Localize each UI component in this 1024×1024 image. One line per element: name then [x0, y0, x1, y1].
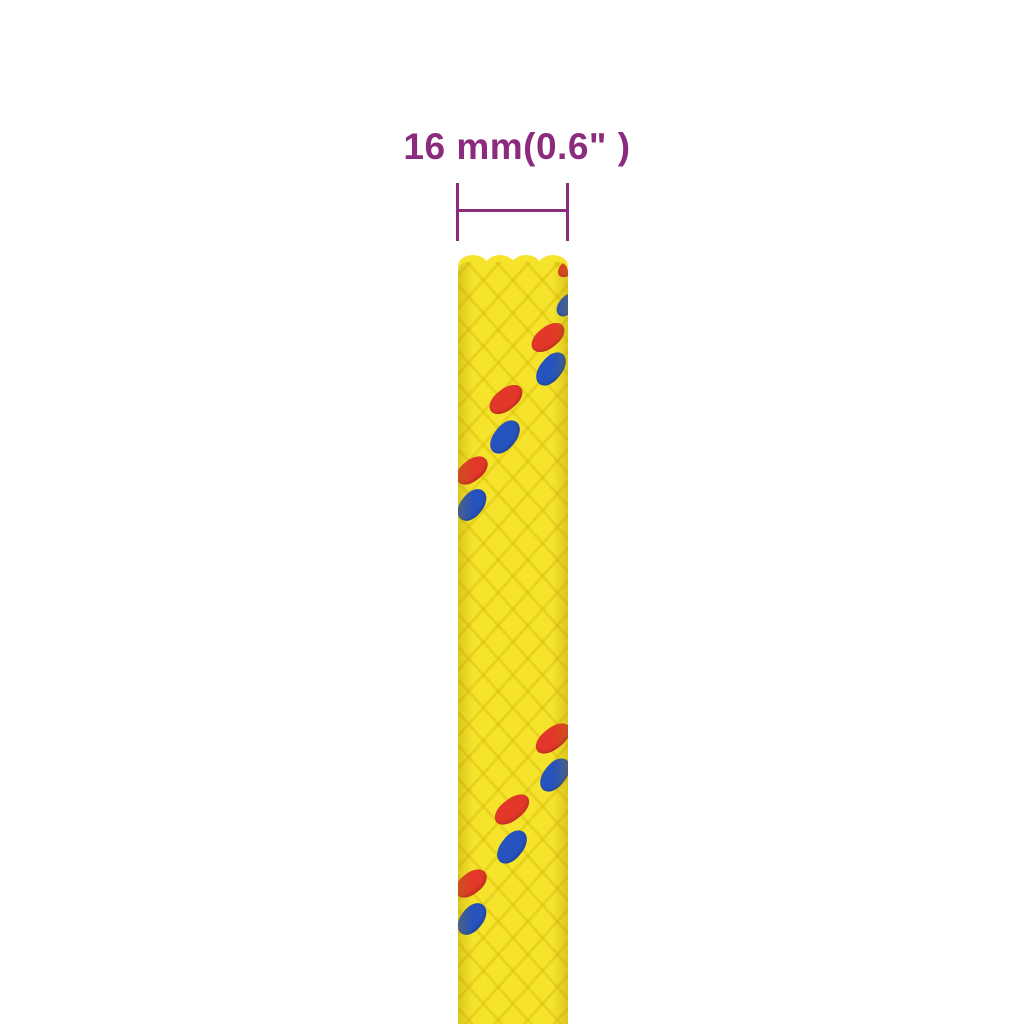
- rope-tracer-red: [458, 863, 492, 903]
- rope-tracer-red: [530, 717, 568, 759]
- rope-tracer-blue: [552, 289, 568, 321]
- bracket-right-tick: [566, 183, 569, 241]
- rope-body: [458, 262, 568, 1024]
- rope-tracer-red: [484, 379, 528, 419]
- rope-tracer-red: [458, 450, 493, 490]
- rope-tracer-red: [554, 262, 568, 281]
- bracket-left-tick: [456, 183, 459, 241]
- rope-tracer-blue: [530, 347, 568, 391]
- bracket-crossbar: [456, 209, 569, 212]
- rope-tracer-blue: [458, 898, 492, 940]
- rope-tracer-blue: [484, 415, 526, 459]
- dimension-label: 16 mm(0.6" ): [403, 126, 631, 167]
- rope-tracer-blue: [458, 484, 492, 526]
- rope-tracer-blue: [534, 753, 568, 797]
- rope-tracer-red: [489, 788, 535, 830]
- rope-tracer-red: [526, 317, 568, 357]
- rope-tracer-blue: [491, 825, 533, 869]
- rope-image: [458, 255, 568, 1024]
